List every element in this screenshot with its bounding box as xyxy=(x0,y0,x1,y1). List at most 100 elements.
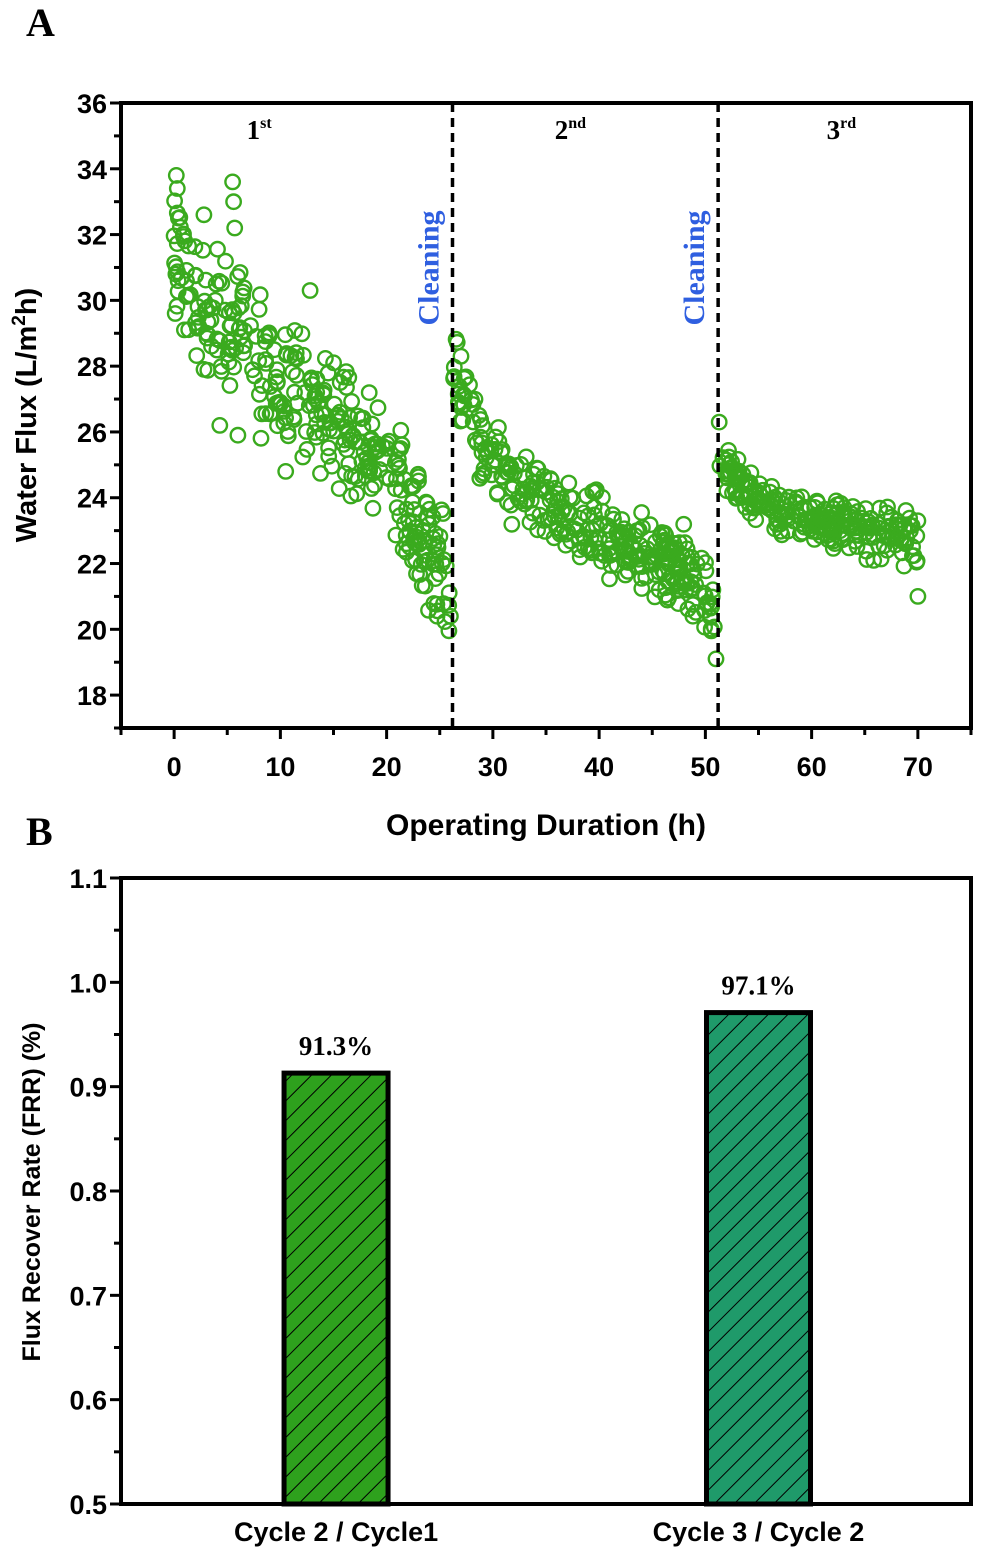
data-point xyxy=(389,456,407,474)
data-point xyxy=(794,523,811,541)
data-point xyxy=(777,492,795,509)
data-point xyxy=(315,386,333,404)
data-point xyxy=(661,541,679,559)
data-point xyxy=(483,466,500,484)
panel-b-y-axis-label: Flux Recover Rate (FRR) (%) xyxy=(18,1023,46,1362)
x-tick-label: 30 xyxy=(478,752,508,782)
y-tick-label: 1.0 xyxy=(69,968,107,998)
data-point xyxy=(879,498,896,516)
data-point xyxy=(493,467,511,485)
data-point xyxy=(225,304,243,322)
panel-a-cycle-labels: 1st 2nd 3rd xyxy=(247,115,857,145)
data-point xyxy=(224,173,242,191)
data-point xyxy=(213,274,231,292)
data-point xyxy=(206,291,224,309)
data-point xyxy=(397,535,415,553)
panel-a-y-axis: 18 20 22 24 26 28 30 32 34 36 xyxy=(77,89,121,730)
data-point xyxy=(710,413,728,431)
data-point xyxy=(684,607,702,625)
data-point xyxy=(180,321,198,339)
data-point xyxy=(403,477,420,494)
data-point xyxy=(440,584,458,602)
y-tick-label: 32 xyxy=(77,221,107,251)
y-tick-label: 0.7 xyxy=(69,1281,107,1311)
data-point xyxy=(252,429,270,447)
data-point xyxy=(875,527,893,545)
data-point xyxy=(668,575,686,593)
data-point xyxy=(269,417,286,435)
panel-b-frame xyxy=(119,876,973,1506)
data-point xyxy=(301,282,319,299)
data-point xyxy=(232,328,250,346)
data-point xyxy=(544,488,562,506)
x-tick-label: 0 xyxy=(167,752,182,782)
data-point xyxy=(656,524,673,542)
data-point xyxy=(471,469,489,487)
data-point xyxy=(366,438,384,456)
data-point xyxy=(360,384,378,401)
data-point xyxy=(167,166,185,184)
panel-a-letter: A xyxy=(26,0,55,45)
data-point xyxy=(726,462,744,480)
data-point xyxy=(638,540,656,558)
data-point xyxy=(364,499,382,517)
data-point xyxy=(395,515,413,532)
data-point xyxy=(416,546,434,564)
data-point xyxy=(641,516,659,534)
data-point xyxy=(473,467,491,484)
y-tick-label: 0.5 xyxy=(69,1490,107,1520)
data-point xyxy=(492,443,510,461)
x-tick-label: 50 xyxy=(690,752,720,782)
data-point xyxy=(250,385,268,403)
data-point xyxy=(604,506,622,523)
data-point xyxy=(188,319,206,337)
data-point xyxy=(684,579,701,597)
data-point xyxy=(348,485,366,503)
category-label: Cycle 2 / Cycle1 xyxy=(234,1517,438,1547)
panel-a-x-axis: 0 10 20 30 40 50 60 70 xyxy=(119,728,973,782)
data-point xyxy=(272,395,289,413)
data-point xyxy=(857,500,875,517)
data-point xyxy=(633,570,650,587)
data-point xyxy=(452,347,470,365)
panel-b-bars: 91.3% 97.1% xyxy=(281,971,813,1507)
cycle-label: 2nd xyxy=(555,115,586,145)
data-point xyxy=(718,482,736,500)
data-point xyxy=(337,363,355,380)
x-tick-label: 60 xyxy=(797,752,827,782)
data-point xyxy=(177,261,195,279)
data-point xyxy=(260,324,278,342)
panel-a-points xyxy=(165,166,927,668)
data-point xyxy=(865,526,882,544)
data-point xyxy=(437,557,455,575)
data-point xyxy=(549,492,566,510)
data-point xyxy=(847,527,865,544)
data-point xyxy=(359,459,377,477)
data-point xyxy=(657,586,674,604)
data-point xyxy=(768,495,785,513)
data-point xyxy=(166,192,184,210)
data-point xyxy=(320,439,337,457)
data-point xyxy=(389,451,407,468)
data-point xyxy=(236,337,254,354)
data-point xyxy=(294,448,312,466)
data-point xyxy=(723,453,740,471)
x-tick-label: 20 xyxy=(372,752,402,782)
data-point xyxy=(575,504,593,522)
data-point xyxy=(608,524,626,542)
y-tick-label: 30 xyxy=(77,286,107,316)
panel-a-y-axis-label: Water Flux (L/m2h) xyxy=(9,288,43,542)
data-point xyxy=(820,518,838,535)
data-point xyxy=(516,495,533,513)
data-point xyxy=(773,526,791,544)
data-point xyxy=(705,618,723,636)
data-point xyxy=(213,362,230,380)
y-tick-label: 28 xyxy=(77,352,107,382)
data-point xyxy=(464,413,482,431)
cycle-label: 1st xyxy=(247,115,273,145)
x-tick-label: 40 xyxy=(584,752,614,782)
data-point xyxy=(447,330,465,348)
data-point xyxy=(571,509,588,527)
data-point xyxy=(316,349,334,367)
